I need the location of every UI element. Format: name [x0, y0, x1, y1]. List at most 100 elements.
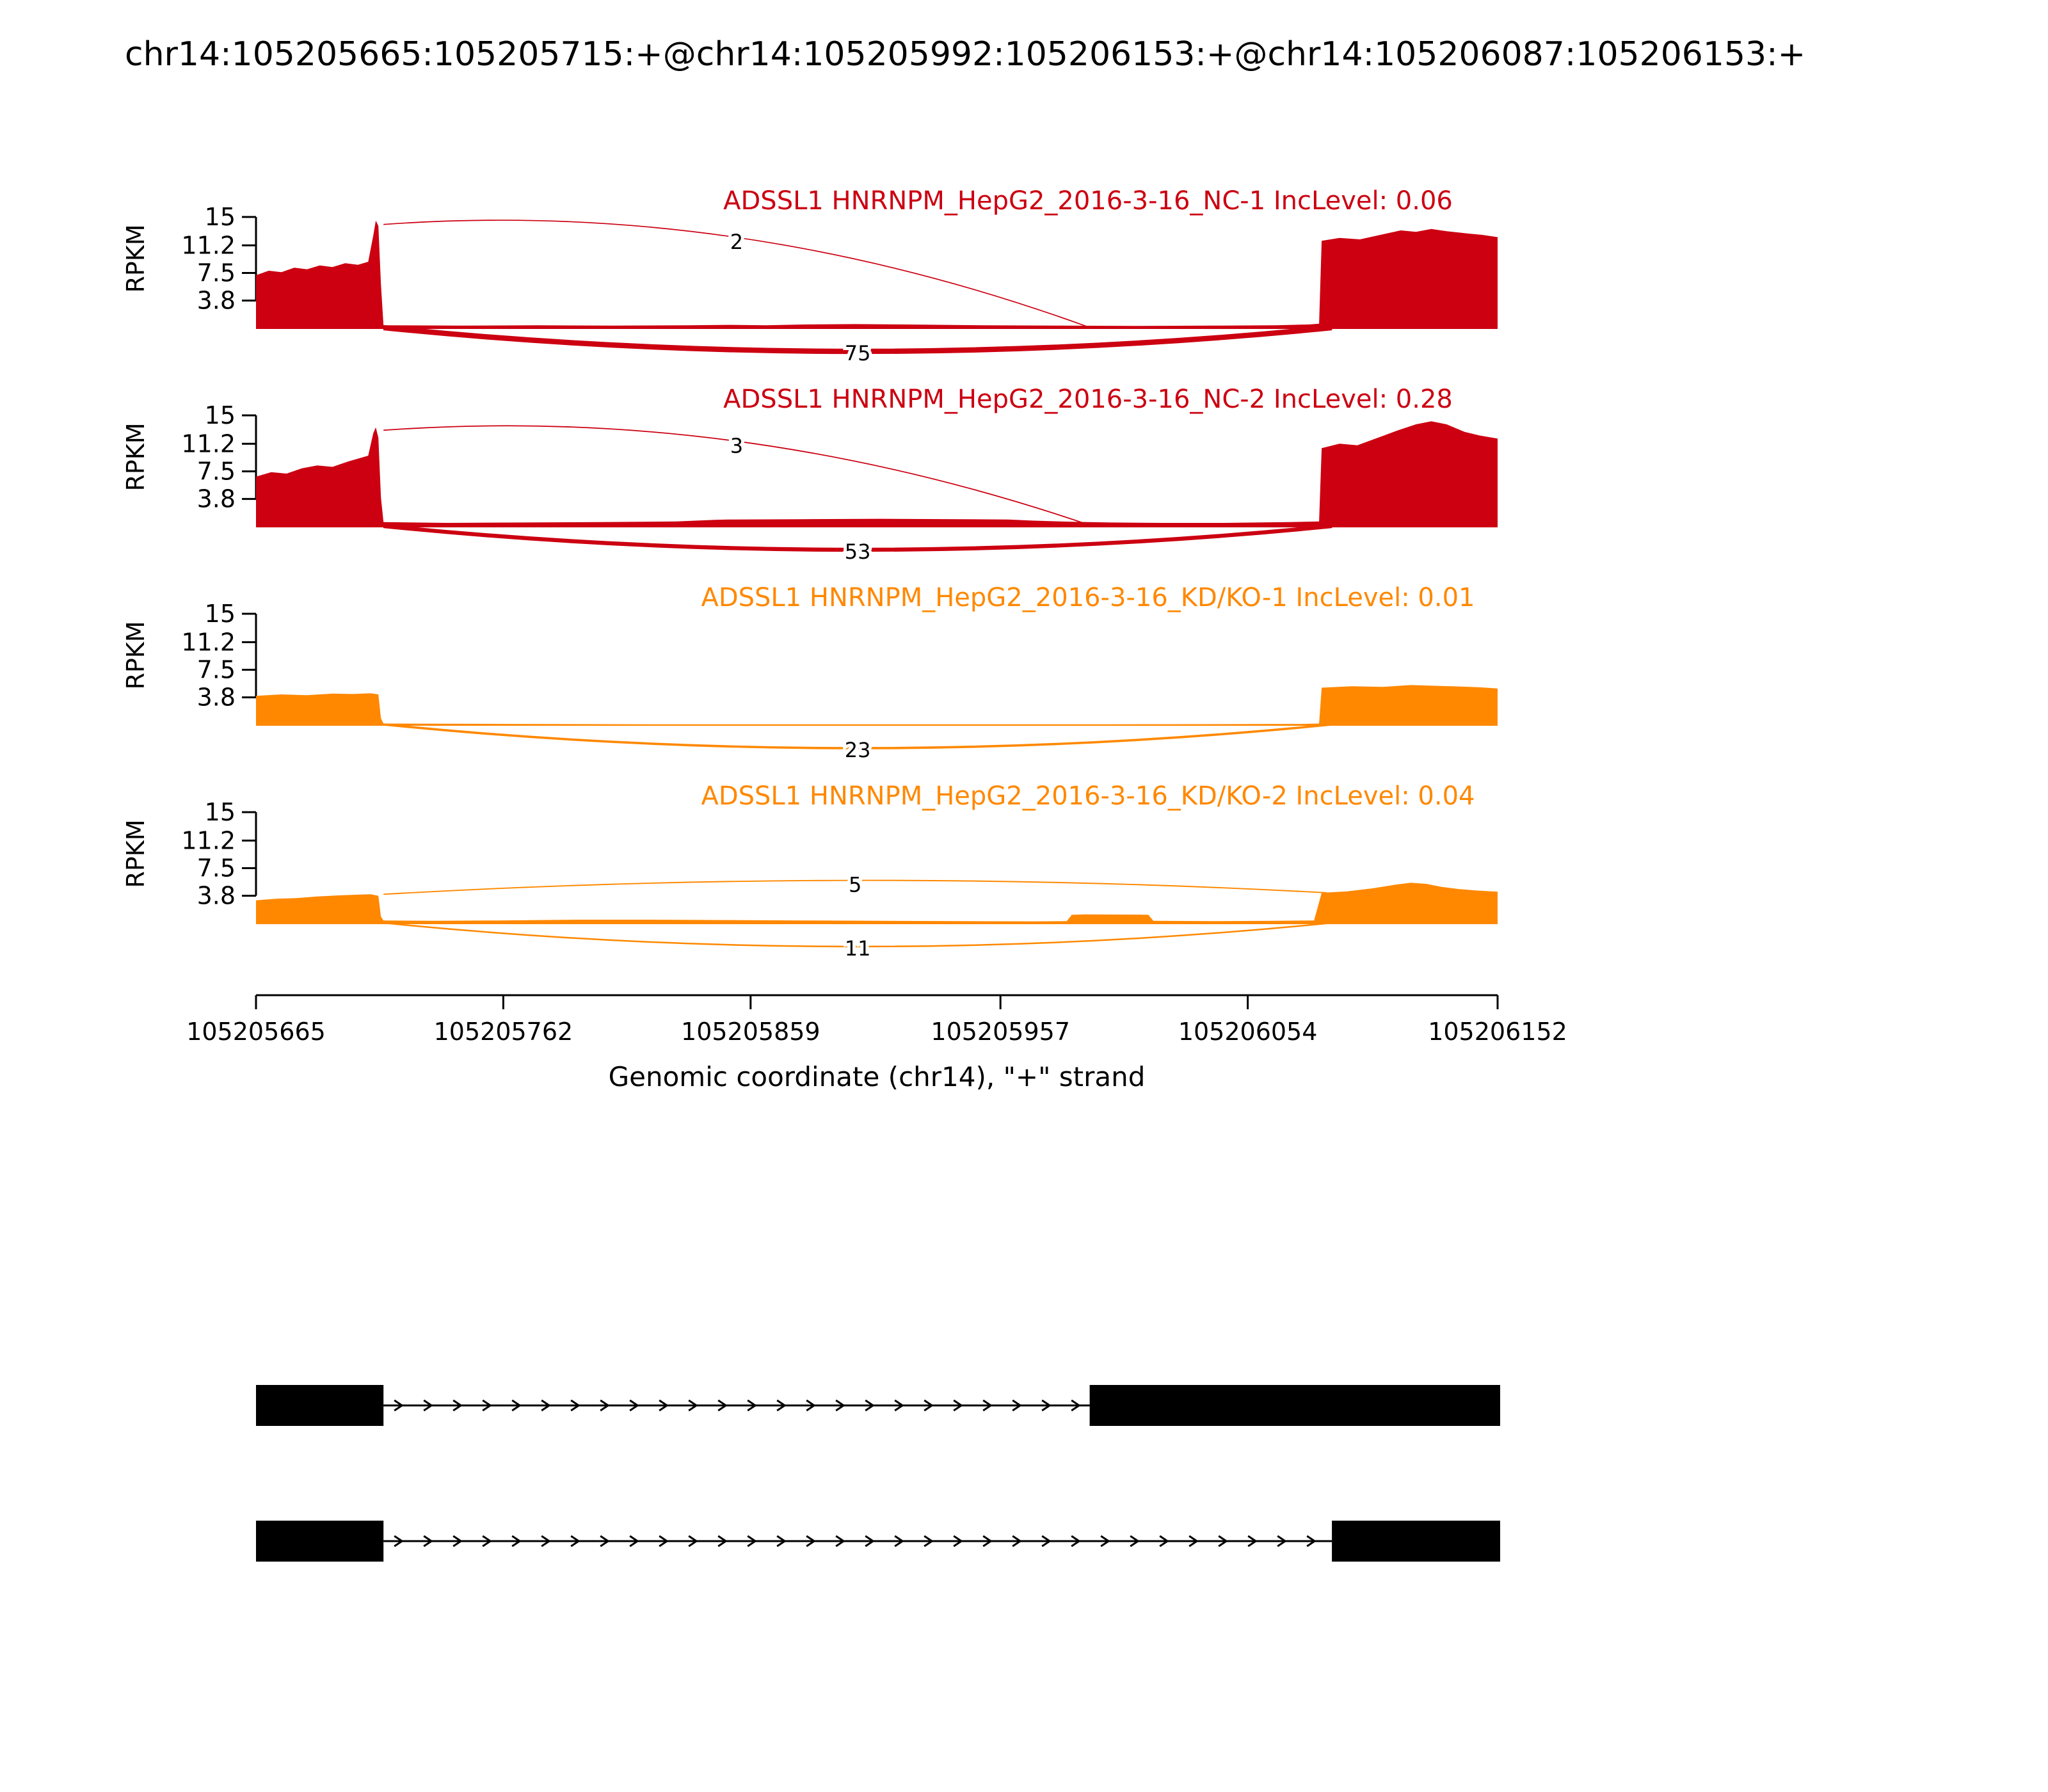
track-title: ADSSL1 HNRNPM_HepG2_2016-3-16_KD/KO-1 In…: [701, 583, 1475, 612]
track-title: ADSSL1 HNRNPM_HepG2_2016-3-16_NC-2 IncLe…: [723, 385, 1453, 414]
coverage-area: [256, 685, 1498, 726]
junction-count: 75: [845, 341, 871, 365]
junction-arc: [383, 220, 1090, 328]
y-axis-label: RPKM: [122, 621, 150, 689]
y-tick-label: 11.2: [181, 628, 236, 656]
intron-strand-arrow: [629, 1399, 639, 1412]
intron-strand-arrow: [394, 1535, 404, 1548]
y-tick-label: 11.2: [181, 826, 236, 854]
intron-strand-arrow: [1012, 1399, 1022, 1412]
y-tick-label: 15: [205, 798, 236, 826]
intron-strand-arrow: [1277, 1535, 1287, 1548]
intron-strand-arrow: [894, 1535, 904, 1548]
intron-strand-arrow: [688, 1399, 698, 1412]
y-tick-label: 7.5: [197, 259, 236, 287]
intron-strand-arrow: [924, 1399, 934, 1412]
intron-strand-arrow: [688, 1535, 698, 1548]
y-tick-label: 3.8: [197, 684, 236, 712]
intron-strand-arrow: [835, 1399, 845, 1412]
intron-strand-arrow: [1247, 1535, 1258, 1548]
intron-strand-arrow: [659, 1399, 669, 1412]
track-title: ADSSL1 HNRNPM_HepG2_2016-3-16_NC-1 IncLe…: [723, 186, 1453, 216]
junction-arc: [383, 425, 1090, 526]
intron-strand-arrow: [1012, 1535, 1022, 1548]
exon-box: [1089, 1385, 1500, 1426]
junction-arc: [383, 879, 1327, 895]
intron-strand-arrow: [1041, 1535, 1052, 1548]
intron-strand-arrow: [894, 1399, 904, 1412]
y-tick-label: 15: [205, 203, 236, 231]
exon-box: [256, 1385, 384, 1426]
y-axis-label: RPKM: [122, 224, 150, 292]
y-tick-label: 15: [205, 600, 236, 628]
intron-strand-arrow: [511, 1535, 522, 1548]
y-tick-label: 11.2: [181, 231, 236, 259]
x-tick-label: 105205859: [681, 1018, 820, 1046]
intron-strand-arrow: [747, 1535, 757, 1548]
intron-strand-arrow: [600, 1535, 610, 1548]
junction-count: 11: [845, 936, 871, 961]
intron-strand-arrow: [865, 1535, 875, 1548]
coverage-area: [256, 220, 1498, 329]
y-axis-label: RPKM: [122, 819, 150, 888]
intron-strand-arrow: [953, 1535, 963, 1548]
x-tick-label: 105206054: [1178, 1018, 1318, 1046]
intron-strand-arrow: [482, 1535, 492, 1548]
y-tick-label: 7.5: [197, 656, 236, 684]
intron-strand-arrow: [1159, 1535, 1169, 1548]
intron-strand-arrow: [570, 1399, 580, 1412]
junction-arc: [383, 524, 1332, 552]
junction-count: 2: [730, 230, 743, 254]
track-title: ADSSL1 HNRNPM_HepG2_2016-3-16_KD/KO-2 In…: [701, 781, 1475, 811]
intron-strand-arrow: [1071, 1535, 1081, 1548]
x-tick-label: 105205957: [931, 1018, 1070, 1046]
intron-strand-arrow: [1306, 1535, 1316, 1548]
intron-strand-arrow: [1218, 1535, 1228, 1548]
junction-count: 5: [849, 873, 861, 897]
intron-strand-arrow: [452, 1535, 463, 1548]
y-tick-label: 3.8: [197, 485, 236, 513]
intron-strand-arrow: [924, 1535, 934, 1548]
junction-count: 53: [845, 540, 871, 564]
intron-strand-arrow: [806, 1399, 816, 1412]
intron-strand-arrow: [982, 1399, 993, 1412]
intron-strand-arrow: [394, 1399, 404, 1412]
intron-strand-arrow: [541, 1399, 551, 1412]
coverage-area: [256, 421, 1498, 527]
y-tick-label: 7.5: [197, 854, 236, 883]
intron-strand-arrow: [629, 1535, 639, 1548]
exon-box: [1332, 1521, 1500, 1562]
junction-arc: [383, 922, 1332, 948]
intron-strand-arrow: [482, 1399, 492, 1412]
y-tick-label: 11.2: [181, 429, 236, 458]
intron-strand-arrow: [600, 1399, 610, 1412]
intron-strand-arrow: [835, 1535, 845, 1548]
intron-strand-arrow: [1130, 1535, 1140, 1548]
junction-arc: [383, 324, 1332, 355]
intron-strand-arrow: [423, 1399, 433, 1412]
intron-strand-arrow: [570, 1535, 580, 1548]
y-tick-label: 7.5: [197, 458, 236, 486]
intron-strand-arrow: [423, 1535, 433, 1548]
intron-strand-arrow: [982, 1535, 993, 1548]
intron-strand-arrow: [1041, 1399, 1052, 1412]
y-tick-label: 3.8: [197, 287, 236, 315]
intron-strand-arrow: [452, 1399, 463, 1412]
y-tick-label: 3.8: [197, 882, 236, 910]
intron-strand-arrow: [1071, 1399, 1081, 1412]
y-tick-label: 15: [205, 401, 236, 429]
figure-title: chr14:105205665:105205715:+@chr14:105205…: [125, 35, 1806, 74]
intron-strand-arrow: [747, 1399, 757, 1412]
intron-strand-arrow: [776, 1535, 787, 1548]
coverage-area: [256, 883, 1498, 924]
exon-box: [256, 1521, 384, 1562]
x-tick-label: 105206152: [1428, 1018, 1567, 1046]
intron-strand-arrow: [511, 1399, 522, 1412]
intron-strand-arrow: [806, 1535, 816, 1548]
intron-strand-arrow: [953, 1399, 963, 1412]
intron-strand-arrow: [1100, 1535, 1110, 1548]
x-axis-label: Genomic coordinate (chr14), "+" strand: [609, 1061, 1146, 1092]
intron-strand-arrow: [541, 1535, 551, 1548]
